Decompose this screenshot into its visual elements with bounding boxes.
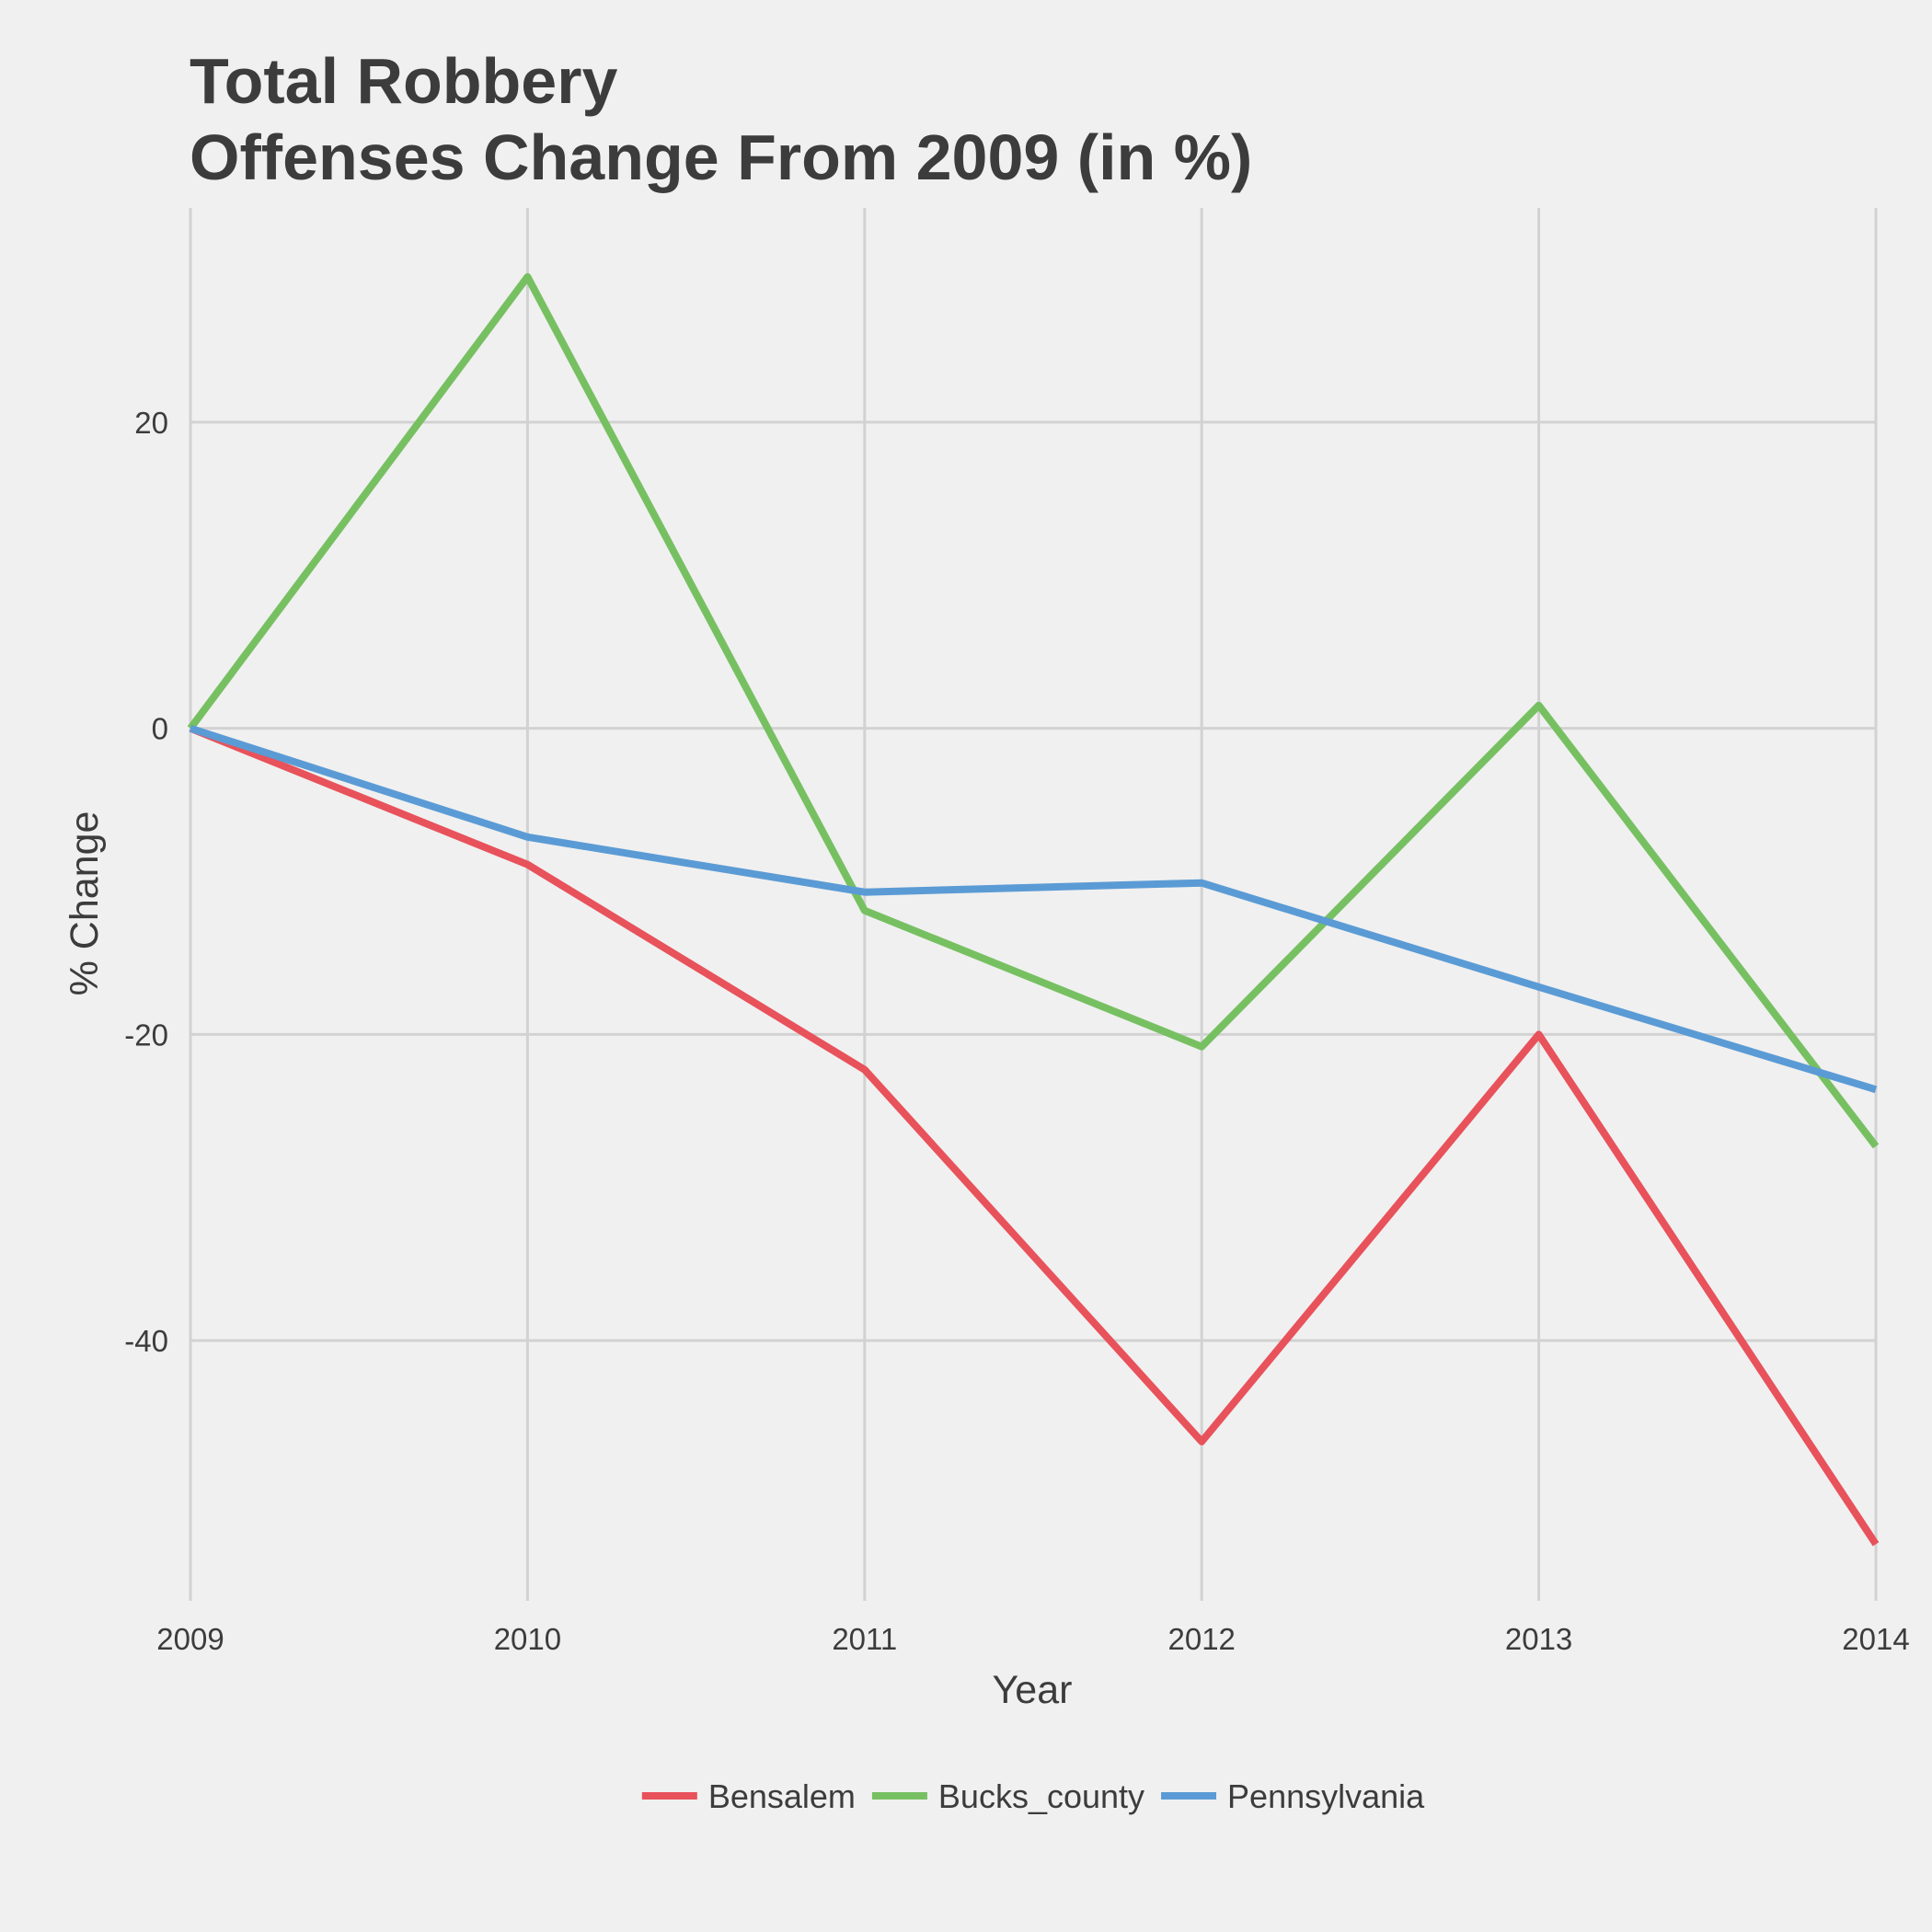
y-tick-label: -20 [124, 1018, 168, 1052]
x-tick-label: 2013 [1505, 1622, 1572, 1656]
y-axis-title: % Change [63, 811, 107, 996]
x-axis-ticks: 2009 2010 2011 2012 2013 2014 [156, 1622, 1909, 1656]
legend: Bensalem Bucks_county Pennsylvania [641, 1777, 1425, 1815]
x-tick-label: 2010 [494, 1622, 561, 1656]
legend-label: Bucks_county [938, 1777, 1144, 1815]
y-tick-label: 0 [152, 712, 168, 746]
y-tick-label: -40 [124, 1324, 168, 1358]
chart-title-line-2: Offenses Change From 2009 (in %) [190, 121, 1252, 193]
x-tick-label: 2012 [1167, 1622, 1235, 1656]
x-tick-label: 2014 [1842, 1622, 1909, 1656]
chart-title-line-1: Total Robbery [190, 45, 617, 117]
gridlines [189, 208, 1878, 1601]
series-lines [187, 272, 1880, 1547]
series-line-pennsylvania [189, 724, 1878, 1094]
y-axis-ticks: 20 0 -20 -40 [124, 406, 168, 1358]
series-line-bensalem [189, 724, 1880, 1547]
legend-label: Pennsylvania [1227, 1777, 1425, 1815]
x-tick-label: 2011 [832, 1622, 897, 1656]
legend-label: Bensalem [708, 1777, 856, 1815]
x-axis-title: Year [993, 1668, 1073, 1712]
x-tick-label: 2009 [156, 1622, 224, 1656]
y-tick-label: 20 [134, 406, 168, 440]
series-line-bucks-county [187, 272, 1880, 1149]
